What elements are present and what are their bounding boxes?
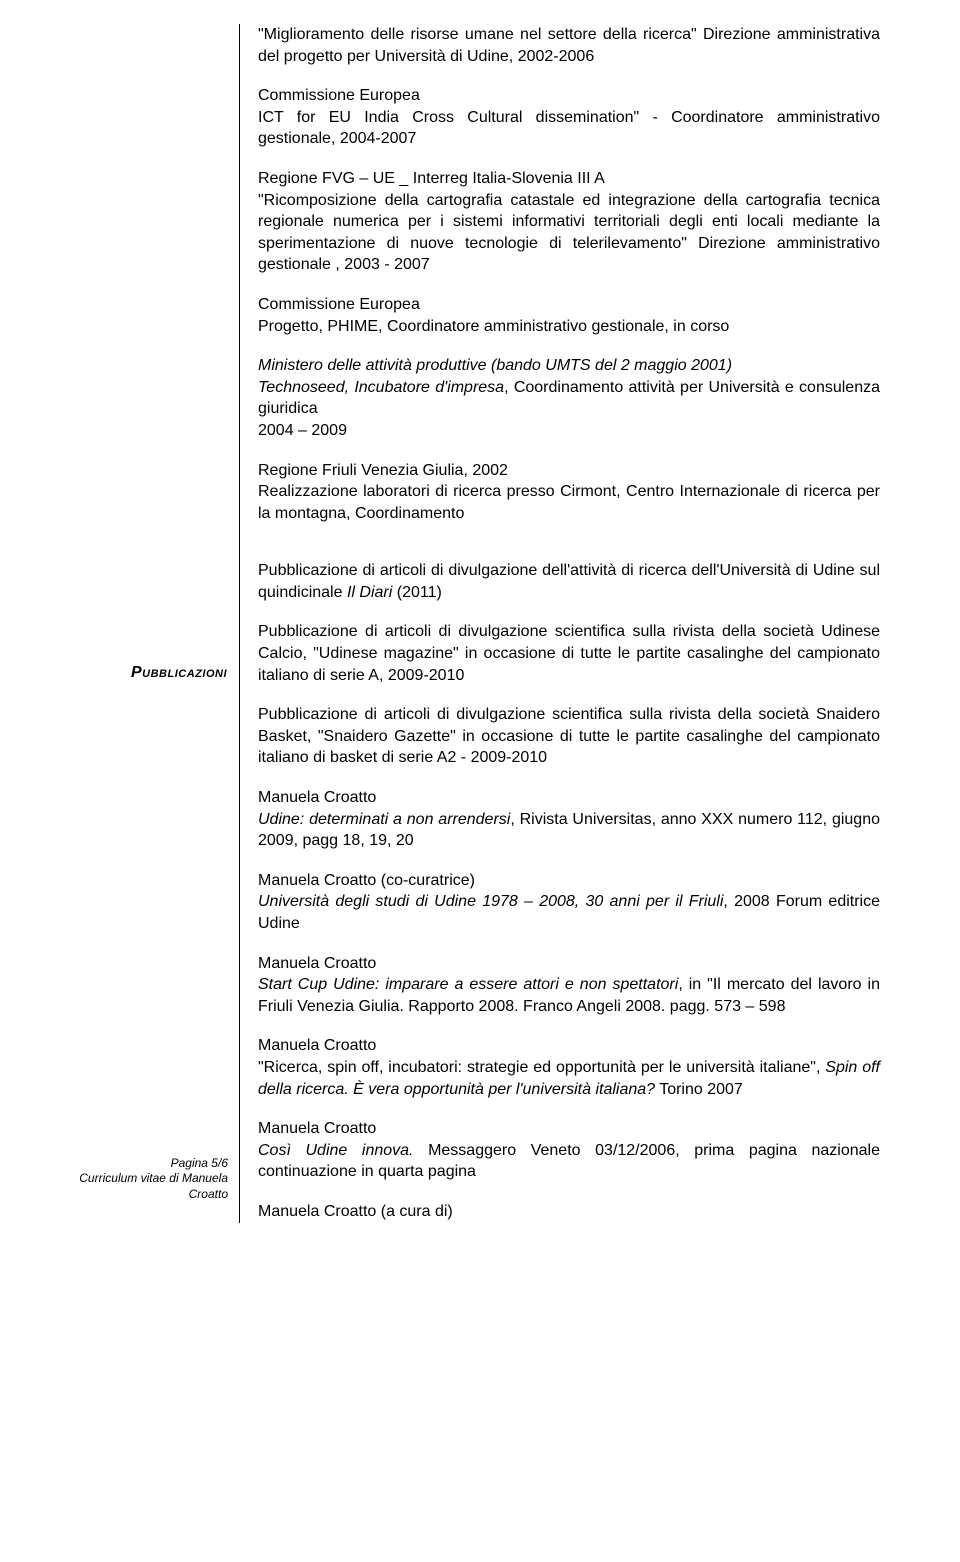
publication-item: Pubblicazione di articoli di divulgazion… [258,621,880,686]
exp-text: ICT for EU India Cross Cultural dissemin… [258,109,880,148]
experience-item: Regione Friuli Venezia Giulia, 2002 Real… [258,460,880,525]
right-column: "Miglioramento delle risorse umane nel s… [240,24,880,1223]
label-offset-spacer [40,24,227,664]
exp-text: Regione FVG – UE _ Interreg Italia-Slove… [258,170,605,187]
pubblicazioni-label: Pubblicazioni [40,664,227,682]
two-column-layout: Pubblicazioni Pagina 5/6 Curriculum vita… [40,24,880,1223]
publication-item: Pubblicazione di articoli di divulgazion… [258,704,880,769]
pub-author: Manuela Croatto [258,955,376,972]
exp-text: Commissione Europea [258,296,420,313]
pub-author: Manuela Croatto [258,789,376,806]
experience-item: "Miglioramento delle risorse umane nel s… [258,24,880,67]
pub-author: Manuela Croatto (co-curatrice) [258,872,475,889]
pub-text-italic: Il Diari [347,584,392,601]
pub-author: Manuela Croatto [258,1120,376,1137]
exp-text-italic: Ministero delle attività produttive (ban… [258,357,732,374]
exp-text: Regione Friuli Venezia Giulia, 2002 [258,462,508,479]
pub-text: "Ricerca, spin off, incubatori: strategi… [258,1059,825,1076]
cv-page: Pubblicazioni Pagina 5/6 Curriculum vita… [0,0,960,1562]
pub-text: Torino 2007 [655,1081,743,1098]
experience-item: Commissione Europea Progetto, PHIME, Coo… [258,294,880,337]
footer-page-number: Pagina 5/6 [40,1156,228,1172]
page-footer: Pagina 5/6 Curriculum vitae di Manuela C… [40,1156,228,1203]
publication-item: Manuela Croatto "Ricerca, spin off, incu… [258,1035,880,1100]
left-column: Pubblicazioni Pagina 5/6 Curriculum vita… [40,24,240,1223]
exp-text: "Miglioramento delle risorse umane nel s… [258,26,880,65]
exp-text: Commissione Europea [258,87,420,104]
publication-item: Manuela Croatto Start Cup Udine: imparar… [258,953,880,1018]
publication-item: Manuela Croatto Così Udine innova. Messa… [258,1118,880,1183]
exp-text: Realizzazione laboratori di ricerca pres… [258,483,880,522]
experience-item: Commissione Europea ICT for EU India Cro… [258,85,880,150]
exp-text: "Ricomposizione della cartografia catast… [258,192,880,274]
pub-author: Manuela Croatto (a cura di) [258,1203,453,1220]
pub-text: Pubblicazione di articoli di divulgazion… [258,623,880,683]
pub-title-italic: Università degli studi di Udine 1978 – 2… [258,893,723,910]
exp-text: Progetto, PHIME, Coordinatore amministra… [258,318,729,335]
publication-item: Pubblicazione di articoli di divulgazion… [258,560,880,603]
exp-text: 2004 – 2009 [258,422,347,439]
exp-text-italic: Technoseed, Incubatore d'impresa [258,379,504,396]
publication-item: Manuela Croatto (co-curatrice) Universit… [258,870,880,935]
pub-text: (2011) [392,584,442,601]
pub-text: Pubblicazione di articoli di divulgazion… [258,706,880,766]
pub-author: Manuela Croatto [258,1037,376,1054]
experience-item: Regione FVG – UE _ Interreg Italia-Slove… [258,168,880,276]
publication-item: Manuela Croatto Udine: determinati a non… [258,787,880,852]
pub-title-italic: Start Cup Udine: imparare a essere attor… [258,976,678,993]
publication-item: Manuela Croatto (a cura di) [258,1201,880,1223]
pub-title-italic: Così Udine innova. [258,1142,413,1159]
footer-cv-owner: Curriculum vitae di Manuela Croatto [40,1171,228,1202]
pub-title-italic: Udine: determinati a non arrendersi [258,811,510,828]
experience-item: Ministero delle attività produttive (ban… [258,355,880,441]
